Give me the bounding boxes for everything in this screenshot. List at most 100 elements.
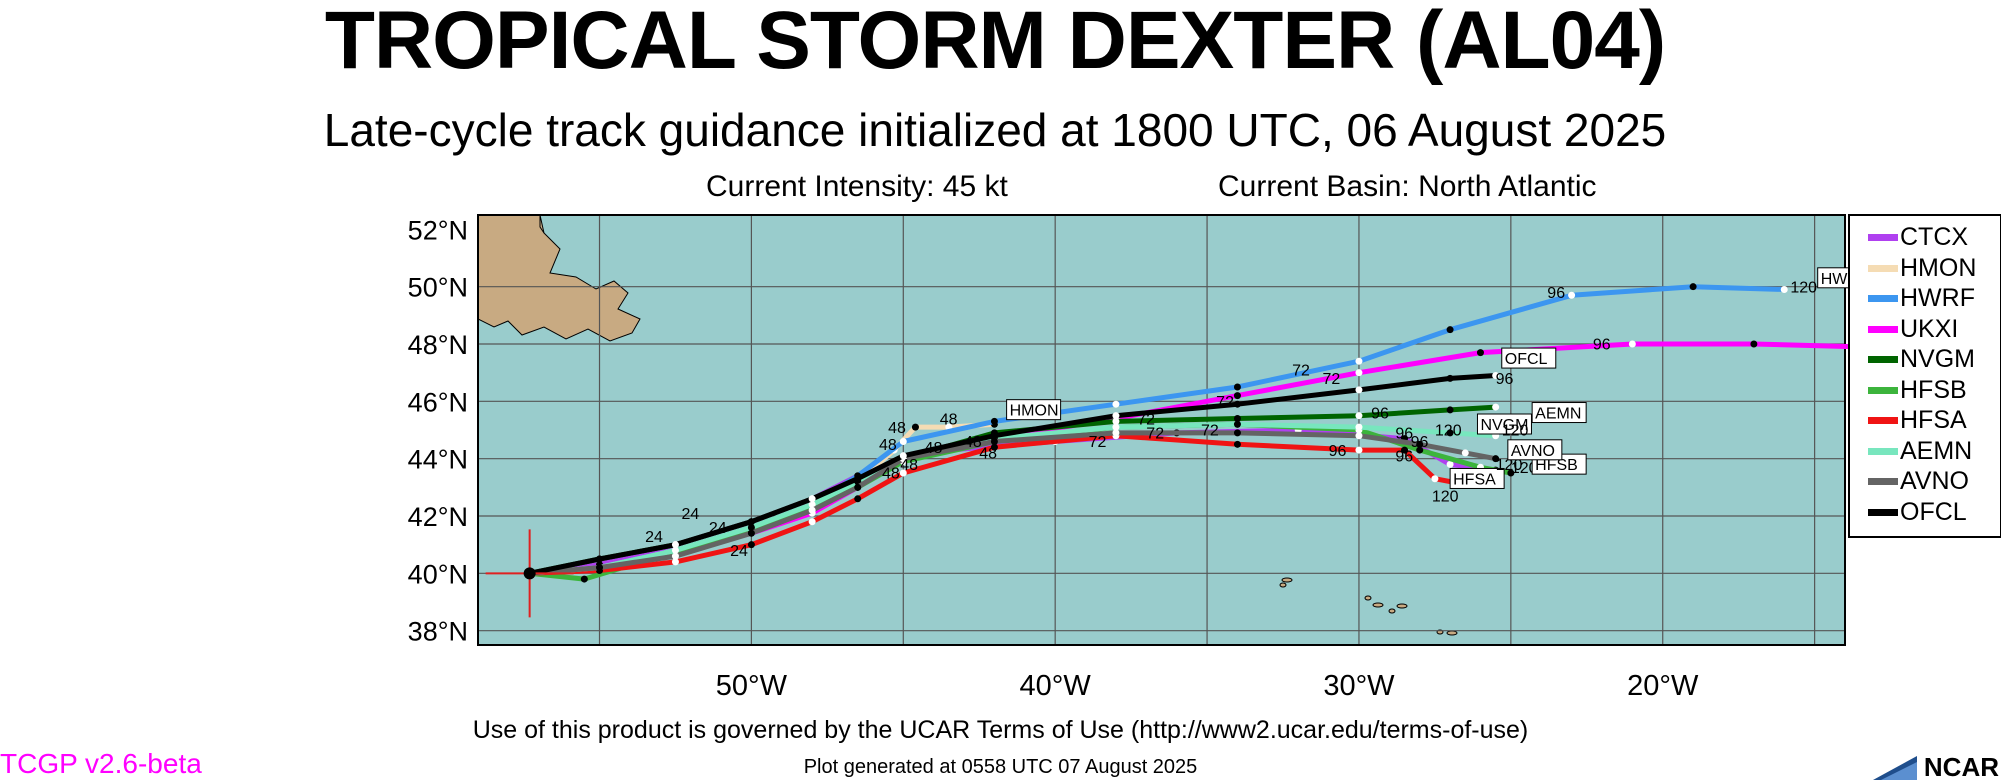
track-point xyxy=(1355,357,1363,365)
lat-tick-label: 40°N xyxy=(408,559,468,589)
lat-tick-label: 50°N xyxy=(408,273,468,303)
track-point xyxy=(1446,429,1454,437)
legend-item: AVNO xyxy=(1850,466,2000,496)
legend-swatch xyxy=(1868,325,1898,333)
track-point xyxy=(1568,291,1576,299)
legend-item: AEMN xyxy=(1850,436,2000,466)
track-point xyxy=(899,437,907,445)
legend-swatch xyxy=(1868,508,1898,516)
model-tag-hfsb: HFSB xyxy=(1535,457,1578,474)
track-point xyxy=(747,529,755,537)
island xyxy=(1372,602,1384,608)
page-title: TROPICAL STORM DEXTER (AL04) xyxy=(324,0,1666,86)
track-point xyxy=(1492,403,1500,411)
island xyxy=(1281,577,1293,583)
track-point xyxy=(1507,469,1515,477)
island xyxy=(1388,608,1396,614)
lon-tick-label: 20°W xyxy=(1627,670,1699,702)
legend-item: HFSA xyxy=(1850,405,2000,435)
track-point xyxy=(1233,392,1241,400)
forecast-hour-label: 120 xyxy=(1511,460,1538,477)
forecast-hour-label: 24 xyxy=(730,543,748,560)
track-point xyxy=(1355,432,1363,440)
model-legend: CTCX HMON HWRF UKXI NVGM HFSB HFSA AEMN AVNO OFCL xyxy=(1848,214,2001,538)
forecast-hour-label: 96 xyxy=(1593,337,1611,354)
track-point xyxy=(1401,446,1409,454)
model-tag-aemn: AEMN xyxy=(1535,406,1581,423)
lat-tick-label: 42°N xyxy=(408,502,468,532)
label-box xyxy=(1449,467,1505,489)
legend-swatch xyxy=(1868,264,1898,272)
legend-swatch xyxy=(1868,417,1898,424)
legend-label: HWRF xyxy=(1900,284,1975,312)
map-axes: 52°N 50°N 48°N 46°N 44°N 42°N 40°N 38°N 50°W 40°W… xyxy=(408,215,1699,702)
track-point xyxy=(1431,475,1439,483)
legend-label: HFSB xyxy=(1900,375,1967,404)
track-point xyxy=(808,506,816,514)
track-point xyxy=(747,518,755,526)
track-point xyxy=(990,417,998,425)
forecast-hour-label: 96 xyxy=(1395,449,1413,466)
track-point xyxy=(990,443,998,451)
legend-swatch xyxy=(1868,356,1898,363)
track-point xyxy=(854,483,862,491)
legend-item: HMON xyxy=(1850,253,2000,283)
ncar-logo-icon xyxy=(1873,756,1917,780)
island xyxy=(1446,630,1458,636)
model-tag-ofcl: OFCL xyxy=(1505,351,1548,368)
legend-label: HMON xyxy=(1900,253,1977,282)
track-point xyxy=(1233,420,1241,428)
track-point xyxy=(747,541,755,549)
generated-timestamp: Plot generated at 0558 UTC 07 August 202… xyxy=(803,756,1198,778)
track-point xyxy=(580,575,588,583)
track-point xyxy=(808,495,816,503)
lat-tick-label: 38°N xyxy=(408,617,468,647)
legend-label: UKXI xyxy=(1900,314,1959,343)
track-point xyxy=(1112,417,1120,425)
track-point xyxy=(1628,340,1636,348)
track-point xyxy=(1750,340,1758,348)
track-point xyxy=(899,452,907,460)
storm-position-dot xyxy=(523,567,536,580)
legend-label: CTCX xyxy=(1900,223,1969,251)
lat-tick-label: 52°N xyxy=(408,215,468,245)
track-point xyxy=(671,552,679,560)
legend-item: HFSB xyxy=(1850,375,2000,405)
forecast-hour-label: 72 xyxy=(1292,363,1310,380)
label-box xyxy=(1501,347,1557,369)
legend-swatch xyxy=(1868,447,1898,455)
track-point xyxy=(1355,423,1363,431)
track-point xyxy=(1416,446,1424,454)
forecast-hour-label: 120 xyxy=(1432,489,1459,506)
track-point xyxy=(1689,283,1697,291)
legend-label: OFCL xyxy=(1900,497,1967,526)
track-point xyxy=(1112,412,1120,420)
legend-label: AVNO xyxy=(1900,467,1969,495)
island xyxy=(1396,603,1408,609)
forecast-hour-label: 48 xyxy=(925,440,943,457)
track-point xyxy=(1112,429,1120,437)
terms-of-use: Use of this product is governed by the U… xyxy=(472,716,1529,744)
forecast-hour-label: 72 xyxy=(1137,411,1155,428)
forecast-hour-label: 96 xyxy=(1547,285,1565,302)
track-point xyxy=(990,437,998,445)
track-point xyxy=(1355,412,1363,420)
forecast-hour-label: 72 xyxy=(1323,371,1341,388)
track-point xyxy=(990,432,998,440)
map-grid xyxy=(477,214,1846,646)
forecast-hour-label: 120 xyxy=(1790,279,1817,296)
track-point xyxy=(1492,455,1500,463)
legend-swatch xyxy=(1868,295,1898,302)
label-box xyxy=(1006,399,1062,421)
forecast-hour-label: 24 xyxy=(645,529,663,546)
track-point xyxy=(1112,423,1120,431)
label-box xyxy=(1507,439,1563,461)
track-point xyxy=(1233,400,1241,408)
model-tag-hfsa: HFSA xyxy=(1453,471,1496,488)
legend-item: OFCL xyxy=(1850,497,2000,527)
track-point xyxy=(1780,286,1788,294)
track-point xyxy=(1233,383,1241,391)
legend-label: NVGM xyxy=(1900,345,1975,373)
legend-swatch xyxy=(1868,478,1898,485)
island xyxy=(1279,582,1287,588)
